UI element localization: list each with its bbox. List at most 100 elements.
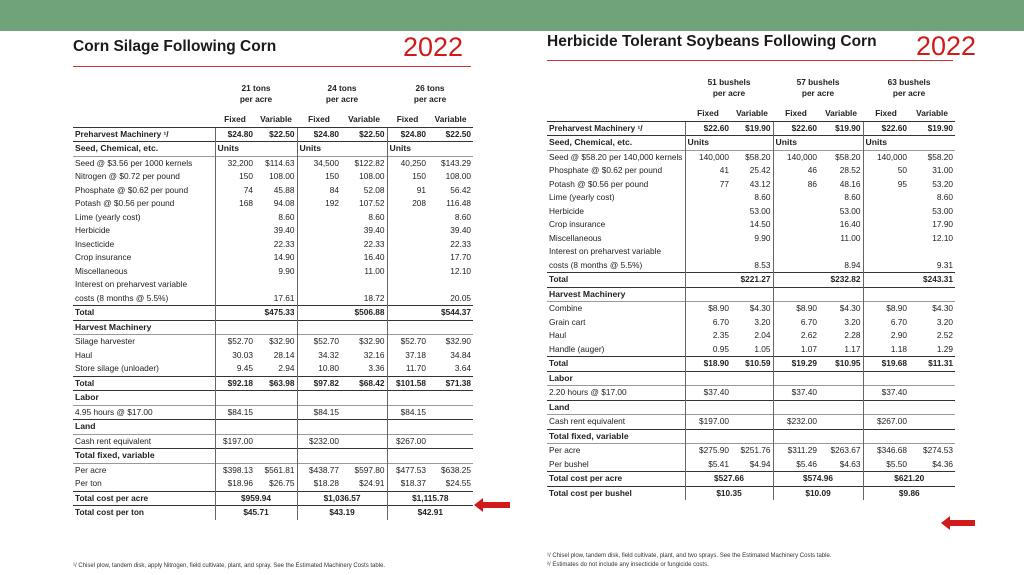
table-cell	[862, 191, 910, 205]
footnote: ¹/ Chisel plow, tandem disk, apply Nitro…	[73, 563, 386, 569]
table-cell: 45.88	[273, 184, 295, 195]
table-cell: $24.80	[214, 126, 255, 142]
variable-header: Variable	[348, 114, 380, 124]
table-cell: $22.60	[772, 120, 820, 136]
table-cell: $10.95	[819, 356, 864, 371]
table-cell	[772, 370, 820, 386]
row-label: Insecticide	[75, 238, 115, 249]
table-cell: $84.15	[214, 404, 255, 420]
row-label: Miscellaneous	[75, 265, 128, 276]
table-cell: $506.88	[341, 305, 388, 320]
table-cell	[772, 272, 820, 287]
table-row: Total cost per bushel $10.35 $10.09 $9.86	[547, 485, 956, 500]
table-cell	[684, 428, 731, 444]
table-cell: 94.08	[273, 198, 295, 208]
table-cell	[341, 419, 388, 434]
table-cell	[684, 370, 731, 386]
table-cell: $267.00	[386, 433, 429, 449]
row-label: Total cost per bushel	[547, 485, 685, 500]
table-cell: 16.40	[363, 252, 385, 262]
table-cell: $4.63	[839, 458, 861, 469]
year-label: 2022	[916, 31, 977, 61]
table-cell	[862, 204, 910, 218]
table-cell: 16.40	[839, 219, 861, 229]
table-cell	[255, 319, 298, 335]
top-banner	[0, 0, 1024, 31]
table-cell: 1.17	[844, 343, 861, 354]
table-cell	[772, 245, 820, 259]
column-group-label: 57 bushels per acre	[796, 77, 840, 98]
table-cell	[296, 305, 342, 320]
row-label: Seed @ $58.20 per 140,000 kernels	[547, 149, 685, 164]
table-cell	[862, 218, 910, 232]
table-cell: 31.00	[932, 165, 954, 175]
row-label: Labor	[547, 370, 685, 386]
table-cell: $68.42	[341, 375, 388, 391]
table-cell	[214, 319, 255, 335]
table-cell	[341, 404, 388, 420]
table-cell: 1.18	[862, 342, 910, 357]
table-cell	[909, 399, 956, 415]
table-cell	[819, 370, 864, 386]
fixed-header: Fixed	[875, 108, 897, 118]
table-cell: $24.91	[359, 478, 385, 488]
table-cell	[296, 319, 342, 335]
table-cell: $1,115.78	[386, 490, 474, 506]
table-cell: 3.20	[844, 316, 861, 327]
table-cell: $24.80	[386, 126, 429, 142]
table-row: Combine $8.90 $4.30 $8.90 $4.30 $8.90 $4.30	[547, 301, 956, 316]
table-cell: 0.95	[684, 342, 731, 357]
table-row: Preharvest Machinery ¹/$24.80 $22.50 $24.8…	[73, 126, 474, 142]
table-cell	[428, 419, 474, 434]
table-cell	[772, 218, 820, 232]
row-label: Herbicide	[549, 205, 585, 216]
table-cell	[909, 370, 956, 386]
row-label: Potash @ $0.56 per pound	[75, 198, 175, 208]
row-label: Preharvest Machinery ¹/	[73, 126, 215, 142]
table-cell: 9.45	[214, 362, 255, 376]
row-label: Seed, Chemical, etc.	[73, 141, 215, 156]
table-cell: 3.64	[454, 363, 472, 373]
table-cell: 2.62	[772, 329, 820, 343]
table-cell: $26.75	[269, 478, 295, 488]
row-label: Miscellaneous	[549, 232, 602, 243]
table-cell: 8.94	[844, 259, 861, 270]
table-cell	[386, 390, 429, 405]
table-cell: $52.70	[214, 334, 255, 349]
table-cell	[341, 319, 388, 335]
table-cell: $19.90	[731, 120, 774, 136]
row-label: Nitrogen @ $0.72 per pound	[75, 171, 180, 181]
fixed-header: Fixed	[396, 114, 419, 124]
table-cell: $19.90	[909, 120, 956, 136]
section-header-row: Total fixed, variable	[547, 428, 956, 444]
table-cell: $4.94	[749, 458, 771, 469]
table-cell: $22.50	[428, 126, 474, 142]
section-header-row: Harvest Machinery	[73, 319, 474, 335]
table-cell	[772, 191, 820, 205]
row-label: Total	[547, 356, 685, 371]
table-cell: 52.08	[363, 184, 385, 195]
table-cell	[296, 419, 342, 434]
table-cell: $22.50	[255, 126, 298, 142]
row-label: Total	[73, 305, 215, 320]
table-cell: 8.60	[278, 211, 295, 222]
table-cell: 2.04	[754, 330, 771, 340]
table-cell	[341, 433, 388, 449]
table-cell	[341, 390, 388, 405]
table-cell: 53.00	[932, 205, 954, 216]
table-row: Herbicide 53.00 53.00 53.00	[547, 204, 955, 218]
table-cell	[428, 433, 474, 449]
table-cell	[255, 433, 298, 449]
table-cell: 17.90	[932, 219, 954, 229]
table-cell: $4.30	[819, 301, 864, 316]
table-cell	[296, 237, 342, 251]
table-cell: 8.60	[454, 211, 472, 222]
table-cell	[341, 448, 388, 463]
table-cell: 34.84	[450, 349, 472, 360]
table-cell: $4.36	[932, 458, 954, 469]
table-cell	[862, 231, 910, 245]
table-cell	[296, 224, 342, 238]
table-cell	[386, 278, 429, 292]
table-row: Herbicide 39.40 39.40 39.40	[73, 224, 473, 238]
section-header-row: Labor	[73, 390, 474, 405]
